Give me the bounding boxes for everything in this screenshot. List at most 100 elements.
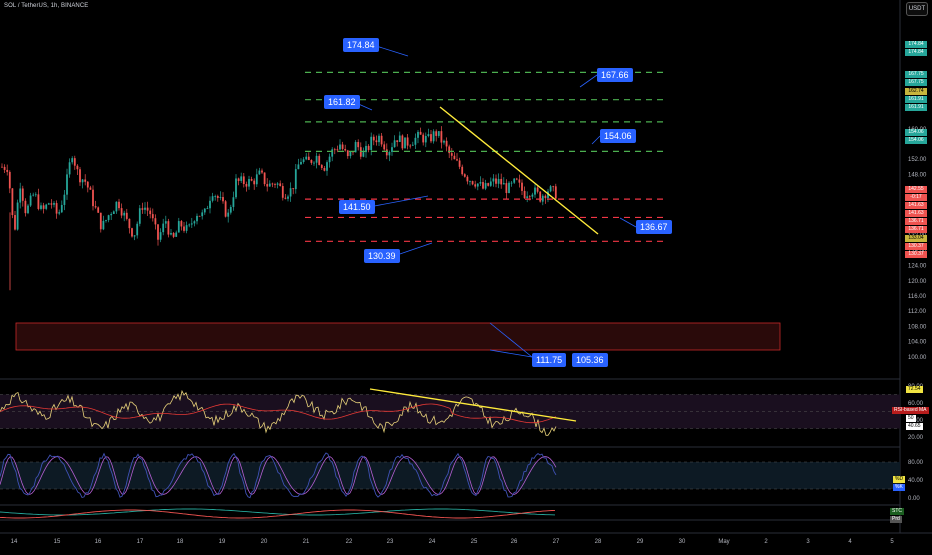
candle-body [45, 204, 48, 209]
candle-body [97, 207, 100, 213]
candle-body [8, 171, 11, 189]
candle-body [151, 214, 154, 219]
rsi-ma-line [0, 403, 557, 424]
price-callout[interactable]: 174.84 [343, 38, 379, 52]
candle-body [37, 194, 40, 209]
candle-body [1, 166, 3, 168]
candle-body [362, 152, 365, 157]
candle-body [281, 186, 284, 198]
candle-body [339, 144, 341, 150]
candle-body [372, 136, 375, 141]
stc-value-tag: Prd [890, 516, 902, 523]
candle-body [131, 228, 133, 237]
candle-body [76, 165, 79, 170]
callout-connector [489, 322, 533, 358]
callout-connector [368, 195, 429, 208]
date-tick-label: 5 [890, 539, 894, 545]
candle-body [261, 170, 263, 173]
rsi-value-tag: 40.65 [906, 423, 923, 430]
candle-body [461, 166, 464, 175]
price-callout[interactable]: 167.66 [597, 68, 633, 82]
candle-body [367, 145, 370, 150]
candle-body [92, 189, 94, 207]
candle-body [305, 156, 308, 160]
candle-body [544, 195, 547, 199]
candle-body [188, 224, 191, 226]
candle-body [437, 131, 440, 136]
candle-body [422, 134, 425, 143]
date-tick-label: 14 [10, 539, 18, 545]
candle-body [201, 212, 204, 217]
candle-body [294, 169, 297, 190]
candle-body [398, 135, 401, 142]
date-tick-label: 20 [260, 539, 268, 545]
candle-body [414, 137, 417, 145]
stoch-value-tag: %K [893, 484, 905, 491]
candle-body [157, 224, 159, 240]
currency-button[interactable]: USDT [906, 2, 928, 16]
candle-body [144, 207, 146, 210]
price-axis-tag: 141.63 [905, 202, 927, 209]
price-axis-tag: 162.74 [905, 88, 927, 95]
candle-body [214, 196, 217, 197]
price-callout[interactable]: 154.06 [600, 129, 636, 143]
zone-callout[interactable]: 105.36 [572, 353, 608, 367]
price-callout[interactable]: 141.50 [339, 200, 375, 214]
symbol-title[interactable]: SOL / TetherUS, 1h, BINANCE [4, 3, 89, 9]
price-axis-tag: 161.91 [905, 96, 927, 103]
rsi-line [0, 389, 557, 436]
candle-body [495, 178, 497, 184]
rsi-trendline [369, 388, 577, 422]
candle-body [240, 176, 243, 181]
price-callout[interactable]: 136.67 [636, 220, 672, 234]
stoch-value-tag: %D [893, 476, 906, 483]
candle-body [463, 174, 466, 177]
candle-body [136, 223, 139, 236]
candle-body [86, 181, 89, 188]
date-tick-label: 22 [345, 539, 353, 545]
candle-body [89, 187, 92, 190]
candle-body [430, 134, 432, 142]
candle-body [242, 176, 245, 184]
date-tick-label: 21 [302, 539, 310, 545]
candle-body [435, 131, 438, 136]
price-callout[interactable]: 161.82 [324, 95, 360, 109]
candle-body [177, 221, 180, 233]
candle-body [287, 196, 289, 199]
candle-body [11, 188, 14, 216]
candle-body [549, 186, 552, 192]
candle-body [417, 131, 419, 138]
date-tick-label: 16 [94, 539, 102, 545]
zone-callout[interactable]: 111.75 [532, 353, 567, 367]
candle-body [229, 206, 232, 213]
stoch-tick-label: 40.00 [908, 478, 924, 484]
candle-body [55, 203, 58, 214]
candle-body [73, 158, 76, 166]
price-callout[interactable]: 130.39 [364, 249, 400, 263]
candle-body [482, 182, 484, 189]
price-axis-tag: 136.71 [905, 218, 927, 225]
candle-body [50, 203, 53, 205]
candle-body [318, 155, 321, 165]
candle-body [203, 208, 206, 213]
candle-body [175, 232, 178, 237]
candle-body [508, 182, 510, 193]
candle-body [79, 169, 81, 183]
date-tick-label: 15 [53, 539, 61, 545]
candle-body [190, 223, 193, 225]
candle-body [320, 164, 323, 168]
candle-body [99, 212, 102, 230]
candle-body [141, 208, 144, 210]
candle-body [29, 195, 32, 206]
price-axis-tag: 142.55 [905, 186, 927, 193]
candle-body [300, 161, 302, 165]
price-tick-label: 100.00 [908, 355, 927, 361]
candle-body [539, 191, 542, 202]
candle-body [349, 151, 352, 157]
candle-body [440, 131, 443, 143]
candle-body [237, 178, 240, 181]
candle-body [58, 212, 61, 214]
